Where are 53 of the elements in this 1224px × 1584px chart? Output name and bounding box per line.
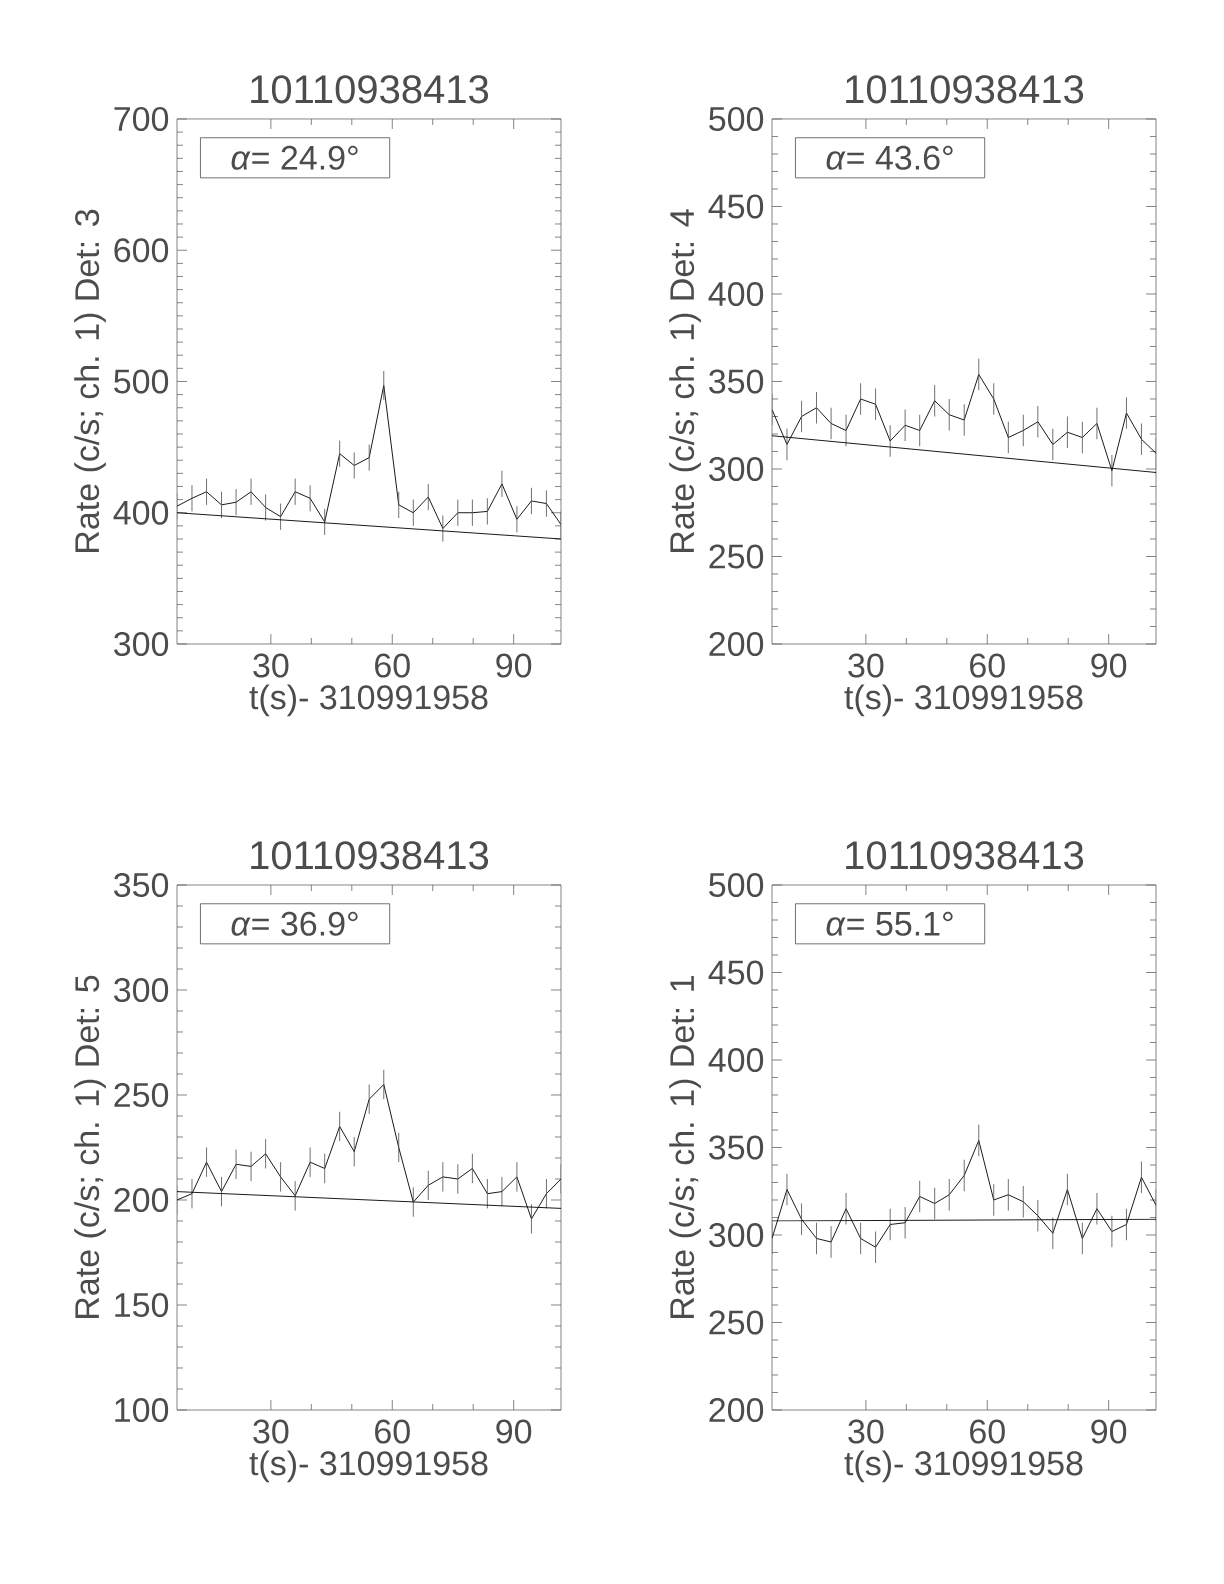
chart-title: 10110938413 <box>846 841 1084 870</box>
y-tick-label: 400 <box>113 500 169 525</box>
y-axis-title: Rate (c/s; ch. 1) Det: 5 <box>74 975 106 1318</box>
y-tick-label: 600 <box>114 238 169 263</box>
x-tick-label: 90 <box>1091 1419 1127 1444</box>
y-tick-label: 350 <box>114 872 169 898</box>
x-tick-label: 90 <box>496 653 532 678</box>
y-axis-title: Rate (c/s; ch. 1) Det: 1 <box>669 975 701 1318</box>
annotation: α= 55.1° <box>826 911 953 936</box>
chart-title: 10110938413 <box>846 75 1084 104</box>
chart-title: 10110938413 <box>251 841 489 870</box>
x-tick-label: 60 <box>375 653 410 678</box>
y-tick-label: 450 <box>708 194 764 219</box>
x-axis-title: t(s)- 310991958 <box>249 684 488 717</box>
y-tick-label: 300 <box>709 456 764 482</box>
y-tick-label: 400 <box>708 1047 764 1073</box>
y-tick-label: 500 <box>114 369 169 394</box>
x-tick-label: 30 <box>848 1419 884 1444</box>
y-tick-label: 450 <box>708 960 764 985</box>
x-tick-label: 60 <box>970 653 1005 678</box>
y-axis-title: Rate (c/s; ch. 1) Det: 4 <box>669 209 701 552</box>
x-tick-label: 60 <box>970 1419 1005 1444</box>
annotation: α= 36.9° <box>231 911 358 936</box>
x-tick-label: 30 <box>253 1419 289 1444</box>
y-tick-label: 250 <box>709 1310 764 1335</box>
x-tick-label: 90 <box>1091 653 1127 678</box>
y-tick-label: 350 <box>709 369 764 394</box>
y-tick-label: 250 <box>709 544 764 569</box>
y-tick-label: 200 <box>114 1187 169 1213</box>
x-tick-label: 30 <box>253 653 289 678</box>
annotation: α= 43.6° <box>826 145 953 170</box>
y-tick-label: 350 <box>709 1135 764 1160</box>
y-tick-label: 500 <box>709 106 764 132</box>
y-tick-label: 100 <box>115 1397 169 1423</box>
y-tick-label: 150 <box>115 1292 169 1318</box>
y-tick-label: 400 <box>708 281 764 307</box>
y-tick-label: 300 <box>114 977 169 1003</box>
y-tick-label: 200 <box>709 1397 764 1423</box>
y-tick-label: 250 <box>114 1082 169 1108</box>
y-tick-label: 300 <box>114 631 169 657</box>
x-axis-title: t(s)- 310991958 <box>249 1450 488 1483</box>
x-tick-label: 30 <box>848 653 884 678</box>
y-tick-label: 700 <box>114 106 169 132</box>
x-axis-title: t(s)- 310991958 <box>844 684 1083 717</box>
y-tick-label: 300 <box>709 1222 764 1248</box>
chart-title: 10110938413 <box>251 75 489 104</box>
annotation: α= 24.9° <box>231 145 358 170</box>
y-tick-label: 500 <box>709 872 764 898</box>
y-axis-title: Rate (c/s; ch. 1) Det: 3 <box>74 209 106 552</box>
y-tick-label: 200 <box>709 631 764 657</box>
x-tick-label: 90 <box>496 1419 532 1444</box>
x-axis-title: t(s)- 310991958 <box>844 1450 1083 1483</box>
x-tick-label: 60 <box>375 1419 410 1444</box>
